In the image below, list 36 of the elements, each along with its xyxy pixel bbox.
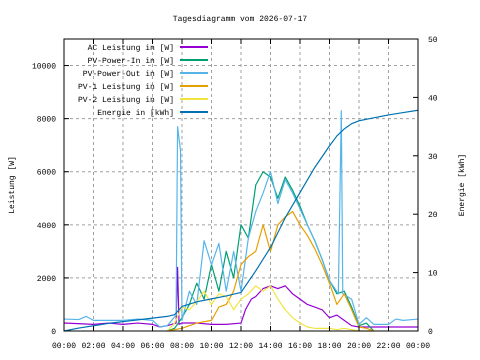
y-tick-label: 2000 xyxy=(36,274,56,284)
y-tick-label: 6000 xyxy=(36,168,56,178)
legend-label: PV-1 Leistung in [W] xyxy=(78,83,174,92)
x-tick-label: 00:00 xyxy=(52,342,76,351)
x-tick-label: 06:00 xyxy=(140,342,165,351)
y2-tick-label: 40 xyxy=(428,94,438,104)
chart-title: Tagesdiagramm vom 2026-07-17 xyxy=(172,15,308,24)
y-tick-label: 0 xyxy=(51,328,56,337)
x-tick-label: 10:00 xyxy=(199,342,224,351)
y2-tick-label: 0 xyxy=(428,328,433,337)
y2-axis-title: Energie [kWh] xyxy=(458,154,467,216)
line-series xyxy=(166,210,374,332)
y2-tick-label: 30 xyxy=(428,152,438,162)
legend-label: Energie in [kWh] xyxy=(97,109,174,118)
x-tick-label: 14:00 xyxy=(258,342,283,351)
x-tick-label: 02:00 xyxy=(81,342,106,351)
legend-label: AC Leistung in [W] xyxy=(88,44,174,53)
x-tick-label: 12:00 xyxy=(228,342,254,351)
y-tick-label: 10000 xyxy=(32,62,56,72)
line-series xyxy=(63,266,419,328)
y-tick-label: 8000 xyxy=(36,116,56,125)
y2-tick-label: 50 xyxy=(428,36,438,45)
legend-label: PV-Power-In in [W] xyxy=(88,57,174,66)
y-tick-label: 4000 xyxy=(36,222,56,231)
x-tick-label: 16:00 xyxy=(288,342,312,351)
y2-tick-label: 10 xyxy=(428,270,438,279)
y2-tick-label: 20 xyxy=(428,211,438,220)
x-tick-label: 08:00 xyxy=(170,342,194,351)
x-tick-label: 20:00 xyxy=(346,342,372,351)
legend-label: PV-2 Leistung in [W] xyxy=(78,96,174,105)
x-tick-label: 04:00 xyxy=(110,342,136,351)
y-axis-title: Leistung [W] xyxy=(8,156,17,214)
x-tick-label: 22:00 xyxy=(376,342,401,351)
x-tick-label: 18:00 xyxy=(317,342,342,351)
x-tick-label: 00:00 xyxy=(406,342,430,351)
legend-label: PV-Power-Out in [W] xyxy=(82,70,174,79)
